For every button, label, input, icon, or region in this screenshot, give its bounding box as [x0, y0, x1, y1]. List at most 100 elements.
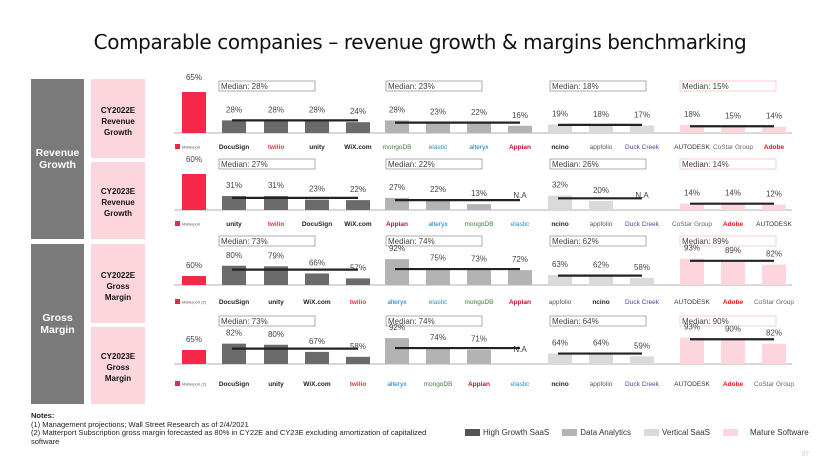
legend-item-mature-software: Mature Software [723, 428, 809, 437]
data-label: 12% [766, 190, 782, 199]
data-label: 82% [766, 329, 782, 338]
logo-docusign: DocuSign [219, 144, 249, 151]
data-label-matterport: 65% [186, 335, 202, 344]
bar-duck-creek [630, 277, 654, 285]
data-label: 58% [350, 342, 366, 351]
row-label-cy2022e-revenue: CY2022E Revenue Growth [91, 79, 145, 158]
data-label: 59% [634, 341, 650, 350]
data-label: 66% [309, 258, 325, 267]
bar-mongodb [426, 348, 450, 364]
bar-autodesk [762, 204, 786, 210]
logo-elastic: elastic [511, 381, 530, 388]
data-label: 19% [552, 109, 568, 118]
logo-costar-group: CoStar Group [713, 144, 753, 151]
logo-appian: Appian [509, 299, 531, 306]
bar-matterport [182, 350, 206, 364]
bar-alteryx [385, 259, 409, 285]
logo-adobe: Adobe [723, 381, 744, 388]
bar-adobe [721, 203, 745, 210]
median-label: Median: 73% [221, 237, 268, 246]
logo-duck-creek: Duck Creek [625, 144, 660, 151]
data-label: 74% [430, 333, 446, 342]
data-label: 93% [684, 244, 700, 253]
logo-appfolio: appfolio [590, 221, 613, 228]
bar-adobe [721, 339, 745, 364]
median-label: Median: 28% [221, 82, 268, 91]
logo-mongodb: mongoDB [465, 299, 494, 306]
logo-elastic: elastic [511, 221, 530, 228]
data-label: 73% [471, 255, 487, 264]
data-label-matterport: 60% [186, 261, 202, 270]
section-label: Gross Margin [40, 312, 75, 336]
logo-alteryx: alteryx [428, 221, 448, 228]
bar-docusign [305, 199, 329, 210]
logo-appfolio: appfolio [590, 381, 613, 388]
data-label: 14% [684, 189, 700, 198]
notes-heading: Notes: [31, 411, 55, 420]
logo-appian: Appian [509, 144, 531, 151]
logo-costar-group: CoStar Group [672, 221, 712, 228]
logo-alteryx: alteryx [387, 299, 407, 306]
data-label: 15% [725, 111, 741, 120]
logo-duck-creek: Duck Creek [625, 299, 660, 306]
data-label: 90% [725, 324, 741, 333]
row-label-line: Margin [104, 374, 132, 383]
row-label-line: CY2022E [100, 106, 136, 115]
logo-wix-com: WiX.com [303, 381, 331, 388]
logo-twilio: twilio [268, 221, 285, 228]
logo-ncino: ncino [551, 381, 568, 388]
logo-matterport: Matterport [182, 222, 201, 227]
logo-appfolio: appfolio [549, 299, 572, 306]
bar-alteryx [385, 338, 409, 364]
logo-costar-group: CoStar Group [754, 381, 794, 388]
logo-elastic: elastic [429, 299, 448, 306]
logo-matterport: Matterport (2) [182, 382, 207, 387]
data-label: 93% [684, 323, 700, 332]
legend-item-high-growth: High Growth SaaS [465, 428, 549, 437]
data-label: 14% [766, 112, 782, 121]
bar-appfolio [589, 124, 613, 133]
bar-elastic [426, 268, 450, 285]
logo-elastic: elastic [429, 144, 448, 151]
logo-adobe: Adobe [723, 299, 744, 306]
bar-costar-group [721, 126, 745, 133]
matterport-logo-icon [175, 221, 180, 226]
legend-swatch [643, 429, 659, 436]
median-label: Median: 64% [552, 317, 599, 326]
section-gross-margin: Gross Margin [31, 244, 84, 404]
data-label: 75% [430, 254, 446, 263]
median-label: Median: 15% [682, 82, 729, 91]
logo-duck-creek: Duck Creek [625, 381, 660, 388]
data-label: 27% [389, 183, 405, 192]
logo-appfolio: appfolio [590, 144, 613, 151]
median-box [218, 158, 316, 170]
data-label: 79% [268, 251, 284, 260]
data-label: 23% [309, 185, 325, 194]
median-box [385, 235, 483, 247]
median-label: Median: 27% [221, 160, 268, 169]
data-label: 23% [430, 108, 446, 117]
bar-wix-com [305, 273, 329, 285]
data-label: 58% [634, 263, 650, 272]
median-box [549, 315, 647, 327]
data-label: 57% [350, 263, 366, 272]
bar-matterport [182, 174, 206, 210]
matterport-logo-icon [175, 144, 180, 149]
data-label: 18% [593, 110, 609, 119]
data-label: 28% [226, 105, 242, 114]
median-label: Median: 18% [552, 82, 599, 91]
bar-twilio [264, 120, 288, 133]
row-label-cy2023e-gross: CY2023E Gross Margin [91, 327, 145, 404]
bar-unity [222, 196, 246, 210]
data-label-matterport: 60% [186, 155, 202, 164]
bar-unity [305, 120, 329, 133]
median-label: Median: 74% [388, 237, 435, 246]
data-label-matterport: 65% [186, 73, 202, 82]
data-label: 28% [309, 105, 325, 114]
logo-unity: unity [268, 381, 284, 388]
bar-twilio [264, 196, 288, 210]
bar-appfolio [589, 353, 613, 364]
data-label: 82% [226, 329, 242, 338]
median-box [679, 158, 777, 170]
data-label: 18% [684, 110, 700, 119]
